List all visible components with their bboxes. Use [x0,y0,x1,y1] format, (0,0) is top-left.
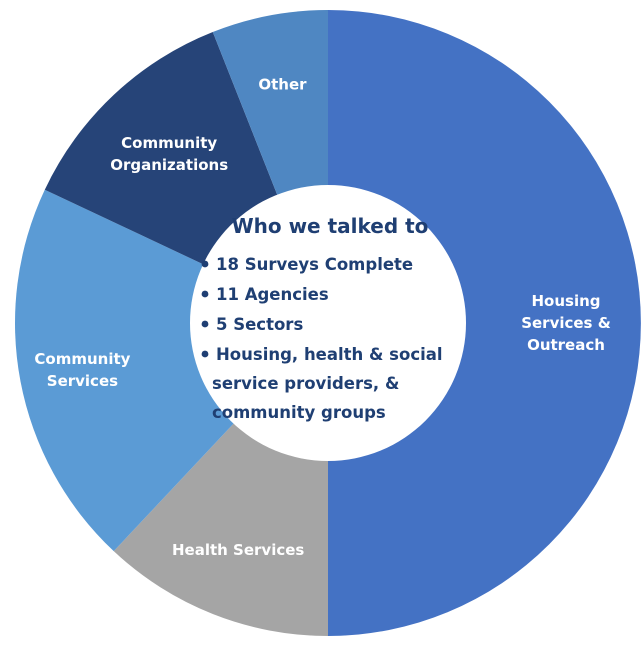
slice-label-line: Housing [531,292,600,310]
slice-label-line: Organizations [110,156,228,174]
center-bullet-text: 11 Agencies [216,285,329,304]
slice-label-health-services: Health Services [172,541,304,559]
slice-label-community-services: Community Services [34,350,130,390]
slice-housing-services-outreach [328,10,641,636]
donut-center-hole [190,185,466,461]
bullet-dot [201,320,209,328]
center-title: Who we talked to [232,214,429,238]
donut-slice-labels: Housing Services & Outreach Health Services… [34,75,610,559]
bullet-dot [201,260,209,268]
center-bullet-text: community groups [212,403,386,422]
slice-label-line: Community [34,350,130,368]
slice-label-housing-services-outreach: Housing Services & Outreach [521,292,611,354]
center-summary: Who we talked to 18 Surveys Complete 11 A… [201,214,443,422]
slice-label-line: Services [47,372,118,390]
slice-community-services [14,189,328,552]
slice-label-line: Health Services [172,541,304,559]
slice-label-other: Other [258,75,307,93]
bullet-dot [201,290,209,298]
bullet-dot [201,350,209,358]
center-bullet-text: Housing, health & social [216,345,443,364]
slice-label-line: Community [121,134,217,152]
slice-label-line: Services & [521,314,611,332]
center-bullet-text: service providers, & [212,374,399,393]
center-bullet-list: 18 Surveys Complete 11 Agencies 5 Sectors H… [201,255,443,422]
center-bullet-text: 18 Surveys Complete [216,255,413,274]
slice-label-community-organizations: Community Organizations [110,134,228,174]
slice-label-line: Outreach [527,336,605,354]
slice-label-line: Other [258,75,307,93]
center-bullet-text: 5 Sectors [216,315,303,334]
